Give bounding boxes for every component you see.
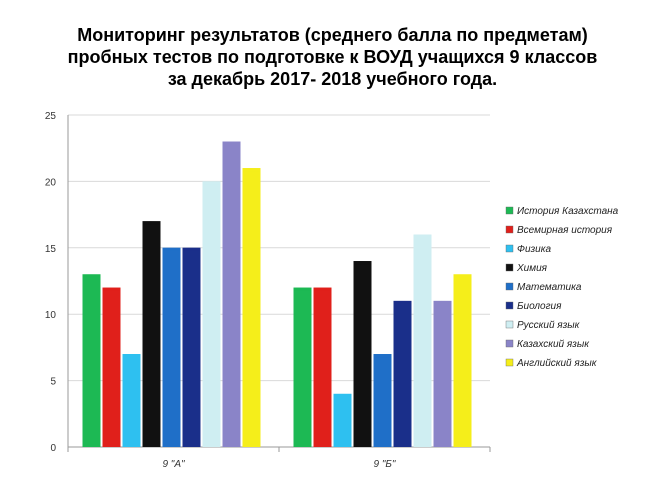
legend-label: Физика [517,244,551,255]
bar-top [453,274,472,278]
legend-swatch [505,301,514,310]
y-tick-label: 15 [45,244,57,255]
bar-top [122,354,141,358]
legend-swatch [505,282,514,291]
chart-title: Мониторинг результатов (среднего балла п… [0,24,665,90]
bar-shade [413,234,432,447]
bar-top [433,300,452,304]
bar-shade [222,141,241,447]
bar-top [162,247,181,251]
bar-shade [102,287,121,447]
bar-shade [293,287,312,447]
bar-shade [453,274,472,447]
bar-shade [122,354,141,447]
y-tick-label: 5 [50,377,56,388]
legend-swatch [505,225,514,234]
bar-top [82,274,101,278]
legend-label: История Казахстана [517,206,619,217]
legend-label: Химия [516,263,548,274]
bar-top [222,141,241,145]
y-tick-label: 10 [45,310,57,321]
bar-top [393,300,412,304]
legend-label: Русский язык [517,320,581,331]
bar-top [293,287,312,291]
bar-top [102,287,121,291]
bar-top [413,234,432,238]
legend-label: Биология [517,301,562,312]
bar-shade [202,181,221,447]
bar-shade [353,261,372,447]
bar-top [313,287,332,291]
x-category-label: 9 "Б" [374,459,396,470]
bar-top [182,247,201,251]
x-category-label: 9 "А" [162,459,185,470]
legend-label: Казахский язык [517,339,590,350]
chart-title-line-3: за декабрь 2017- 2018 учебного года. [167,69,498,89]
legend-swatch [505,206,514,215]
legend-label: Английский язык [516,358,598,369]
bar-shade [242,168,261,447]
legend-label: Математика [517,282,582,293]
legend-label: Всемирная история [517,225,613,236]
bar-shade [373,354,392,447]
bar-top [373,354,392,358]
y-tick-label: 0 [50,443,56,454]
bar-shade [82,274,101,447]
chart-title-line-1: Мониторинг результатов (среднего балла п… [77,25,588,45]
y-tick-label: 20 [45,177,57,188]
legend-swatch [505,320,514,329]
bar-top [333,393,352,397]
bar-shade [333,393,352,447]
y-tick-label: 25 [45,111,57,122]
bar-shade [393,300,412,447]
legend-swatch [505,263,514,272]
chart-title-line-2: пробных тестов по подготовке к ВОУД учащ… [67,47,598,67]
legend-swatch [505,358,514,367]
bar-top [353,261,372,265]
legend-swatch [505,339,514,348]
bar-top [142,221,161,225]
legend-swatch [505,244,514,253]
bar-shade [433,300,452,447]
bar-shade [162,247,181,447]
bar-top [202,181,221,185]
bar-top [242,168,261,172]
bar-shade [313,287,332,447]
bar-shade [182,247,201,447]
bar-shade [142,221,161,447]
